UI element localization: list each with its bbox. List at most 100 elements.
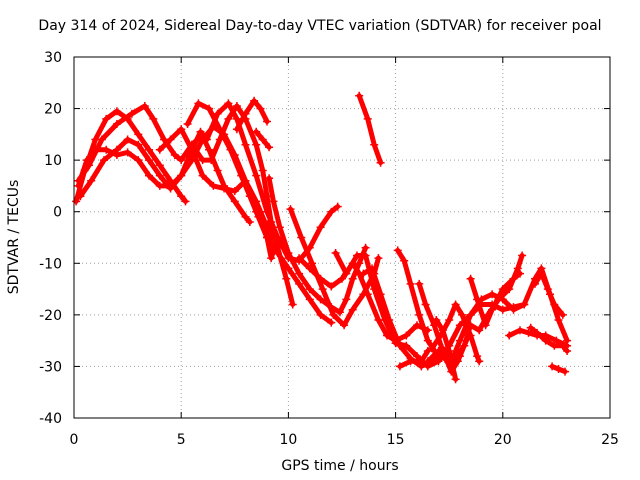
data-point xyxy=(254,212,263,221)
data-point xyxy=(215,135,224,144)
data-point xyxy=(466,274,475,283)
data-point xyxy=(265,143,274,152)
data-point xyxy=(241,140,250,149)
data-point xyxy=(155,181,164,190)
data-point xyxy=(149,114,158,123)
data-point xyxy=(127,109,136,118)
data-point xyxy=(269,197,278,206)
data-point xyxy=(134,156,143,165)
data-point xyxy=(275,223,284,232)
data-point xyxy=(123,148,132,157)
y-tick-label: -30 xyxy=(39,359,62,375)
data-point xyxy=(359,269,368,278)
series-sat-7 xyxy=(189,103,334,326)
data-point xyxy=(455,352,464,361)
y-axis-label: SDTVAR / TECUs xyxy=(6,180,22,295)
data-point xyxy=(155,161,164,170)
data-point xyxy=(331,249,340,257)
data-point xyxy=(316,295,325,304)
data-point xyxy=(400,256,409,265)
data-point xyxy=(466,310,475,319)
data-point xyxy=(451,375,460,384)
data-point xyxy=(263,233,271,242)
data-point xyxy=(198,171,207,180)
data-point xyxy=(134,130,143,139)
data-point xyxy=(340,321,349,330)
data-point xyxy=(445,316,454,324)
data-point xyxy=(531,279,539,288)
data-point xyxy=(224,114,233,123)
data-point xyxy=(421,300,430,309)
data-point xyxy=(395,341,404,350)
data-point xyxy=(335,308,344,317)
data-point xyxy=(473,295,482,304)
data-point xyxy=(256,104,265,113)
data-point xyxy=(305,285,314,294)
data-point xyxy=(177,156,186,165)
data-point xyxy=(537,269,546,278)
data-point xyxy=(316,310,325,319)
data-point xyxy=(273,243,282,252)
data-point xyxy=(97,135,106,144)
series-sat-27 xyxy=(532,271,566,318)
data-point xyxy=(516,269,524,278)
data-point xyxy=(295,254,304,263)
x-tick-label: 25 xyxy=(601,432,619,448)
data-point xyxy=(488,305,497,314)
y-tick-label: -40 xyxy=(39,411,62,427)
data-point xyxy=(453,357,462,366)
data-point xyxy=(252,127,261,136)
data-point xyxy=(226,145,235,154)
x-tick-label: 0 xyxy=(70,432,79,448)
data-point xyxy=(286,205,295,214)
data-point xyxy=(187,140,196,149)
data-point xyxy=(207,156,216,165)
data-point xyxy=(102,145,111,154)
data-point xyxy=(112,151,121,159)
data-point xyxy=(554,365,563,373)
data-point xyxy=(363,290,372,299)
data-point xyxy=(209,181,218,190)
data-point xyxy=(155,171,164,180)
data-point xyxy=(288,300,297,309)
data-point xyxy=(166,135,175,144)
data-point xyxy=(145,156,153,165)
data-point xyxy=(363,114,372,123)
series-layer xyxy=(72,91,572,384)
data-point xyxy=(91,145,100,154)
data-point xyxy=(177,171,186,180)
x-tick-label: 10 xyxy=(279,432,297,448)
data-point xyxy=(552,336,561,345)
data-point xyxy=(145,145,153,154)
data-point xyxy=(205,145,214,154)
data-point xyxy=(348,305,357,314)
series-sat-23 xyxy=(433,317,459,382)
data-point xyxy=(232,125,241,134)
data-point xyxy=(513,264,522,273)
data-point xyxy=(198,156,207,165)
data-point xyxy=(140,102,149,110)
data-point xyxy=(558,341,567,350)
series-sat-5 xyxy=(157,126,276,256)
data-point xyxy=(194,99,203,108)
data-point xyxy=(406,357,415,366)
data-point xyxy=(561,367,569,376)
data-point xyxy=(305,295,314,304)
data-point xyxy=(213,166,222,175)
x-tick-label: 15 xyxy=(387,432,405,448)
x-axis-label: GPS time / hours xyxy=(281,458,398,474)
data-point xyxy=(475,357,484,366)
data-point xyxy=(458,310,467,319)
data-point xyxy=(374,254,383,263)
data-point xyxy=(509,303,518,312)
data-point xyxy=(432,316,441,324)
data-point xyxy=(316,274,325,283)
data-point xyxy=(241,109,250,118)
data-point xyxy=(526,323,535,332)
data-point xyxy=(466,331,475,340)
data-point xyxy=(353,251,361,260)
data-point xyxy=(76,192,85,201)
data-point xyxy=(413,352,421,361)
data-point xyxy=(230,187,239,196)
data-point xyxy=(134,140,143,149)
